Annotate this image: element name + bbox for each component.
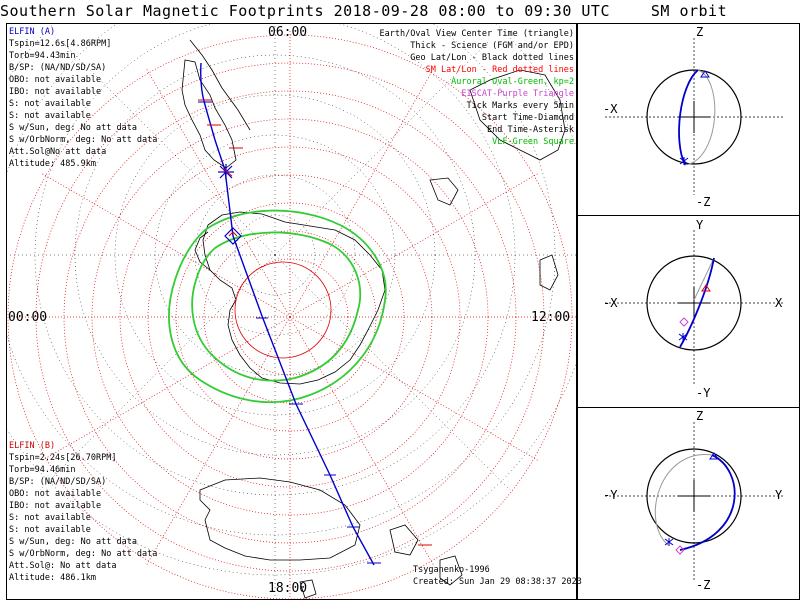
elfin-b-line: S: not available bbox=[9, 525, 91, 535]
elfin-b-line: IBO: not available bbox=[9, 501, 102, 511]
credit-line: Created: Sun Jan 29 08:38:37 2023 bbox=[413, 577, 582, 587]
orbit-yz bbox=[605, 422, 785, 580]
legend-entry: Auroral Oval-Green, kp=2 bbox=[451, 77, 574, 87]
hour-label-bottom: 18:00 bbox=[268, 581, 308, 596]
orbit-yz-right-label: Y bbox=[775, 488, 783, 502]
orbit-xz-left-label: -X bbox=[603, 102, 618, 116]
orbit-yz-top-label: Z bbox=[696, 409, 704, 423]
elfin-a-line: ELFIN (A) bbox=[9, 27, 56, 37]
credit: Tsyganenko-1996 Created: Sun Jan 29 08:3… bbox=[413, 564, 582, 588]
orbit-yz-bottom-label: -Z bbox=[696, 578, 711, 592]
legend-entry: VLF-Green Square bbox=[492, 137, 574, 147]
orbit-xy-right-label: X bbox=[775, 296, 783, 310]
elfin-b-line: B/SP: (NA/ND/SD/SA) bbox=[9, 477, 107, 487]
elfin-a-line: S w/Sun, deg: No att data bbox=[9, 123, 137, 133]
elfin-a-trace bbox=[198, 62, 381, 566]
elfin-a-line: Torb=94.43min bbox=[9, 51, 76, 61]
elfin-a-line: S w/OrbNorm, deg: No att data bbox=[9, 135, 158, 145]
orbit-xz-top-label: Z bbox=[696, 25, 704, 39]
elfin-b-line: S w/Sun, deg: No att data bbox=[9, 537, 137, 547]
legend-entry: EISCAT-Purple Triangle bbox=[461, 89, 574, 99]
legend-entry: Start Time-Diamond bbox=[481, 113, 574, 123]
auroral-oval bbox=[168, 209, 387, 404]
elfin-b-info: ELFIN (B) Tspin=2.24s[26.70RPM] Torb=94.… bbox=[9, 440, 157, 584]
legend-entry: Tick Marks every 5min bbox=[466, 101, 574, 111]
elfin-b-line: Att.Sol@: No att data bbox=[9, 561, 117, 571]
elfin-a-line: Altitude: 485.9km bbox=[9, 159, 96, 169]
elfin-a-line: S: not available bbox=[9, 111, 91, 121]
elfin-b-line: ELFIN (B) bbox=[9, 441, 56, 451]
orbit-xy-left-label: -X bbox=[603, 296, 618, 310]
legend-entry: End Time-Asterisk bbox=[487, 125, 574, 135]
orbit-xy-bottom-label: -Y bbox=[696, 386, 711, 400]
hour-label-left: 00:00 bbox=[8, 310, 48, 325]
hour-label-top: 06:00 bbox=[268, 25, 308, 40]
orbit-xy bbox=[605, 230, 785, 385]
orbit-yz-left-label: -Y bbox=[603, 488, 618, 502]
elfin-a-line: Tspin=12.6s[4.86RPM] bbox=[9, 39, 112, 49]
elfin-b-line: S w/OrbNorm, deg: No att data bbox=[9, 549, 158, 559]
legend-entry: Earth/Oval View Center Time (triangle) bbox=[379, 29, 574, 39]
legend-entry: Thick - Science (FGM and/or EPD) bbox=[410, 41, 574, 51]
elfin-b-trace bbox=[198, 99, 432, 546]
elfin-b-line: Tspin=2.24s[26.70RPM] bbox=[9, 453, 117, 463]
orbit-xy-top-label: Y bbox=[696, 218, 704, 232]
legend-entry: Geo Lat/Lon - Black dotted lines bbox=[410, 53, 574, 63]
sm-pole-circle bbox=[234, 261, 332, 359]
plot-title: Southern Solar Magnetic Footprints 2018-… bbox=[0, 2, 610, 20]
sm-longitude-grid bbox=[8, 30, 576, 599]
credit-line: Tsyganenko-1996 bbox=[413, 565, 490, 575]
elfin-b-line: OBO: not available bbox=[9, 489, 102, 499]
elfin-b-line: Torb=94.46min bbox=[9, 465, 76, 475]
coastlines bbox=[181, 39, 566, 599]
hour-label-right: 12:00 bbox=[531, 310, 571, 325]
elfin-a-line: S: not available bbox=[9, 99, 91, 109]
elfin-b-line: Altitude: 486.1km bbox=[9, 573, 96, 583]
orbit-xz bbox=[605, 38, 785, 195]
elfin-a-line: Att.Sol@No att data bbox=[9, 147, 107, 157]
elfin-a-line: B/SP: (NA/ND/SD/SA) bbox=[9, 63, 107, 73]
elfin-a-line: IBO: not available bbox=[9, 87, 102, 97]
orbit-title: SM orbit bbox=[650, 2, 728, 20]
orbit-xz-bottom-label: -Z bbox=[696, 195, 711, 209]
geo-longitude-grid bbox=[7, 24, 576, 599]
legend-entry: SM Lat/Lon - Red dotted lines bbox=[425, 65, 574, 75]
elfin-b-line: S: not available bbox=[9, 513, 91, 523]
elfin-a-info: ELFIN (A) Tspin=12.6s[4.86RPM] Torb=94.4… bbox=[9, 26, 157, 170]
legend: Earth/Oval View Center Time (triangle) T… bbox=[380, 28, 574, 148]
elfin-a-line: OBO: not available bbox=[9, 75, 102, 85]
